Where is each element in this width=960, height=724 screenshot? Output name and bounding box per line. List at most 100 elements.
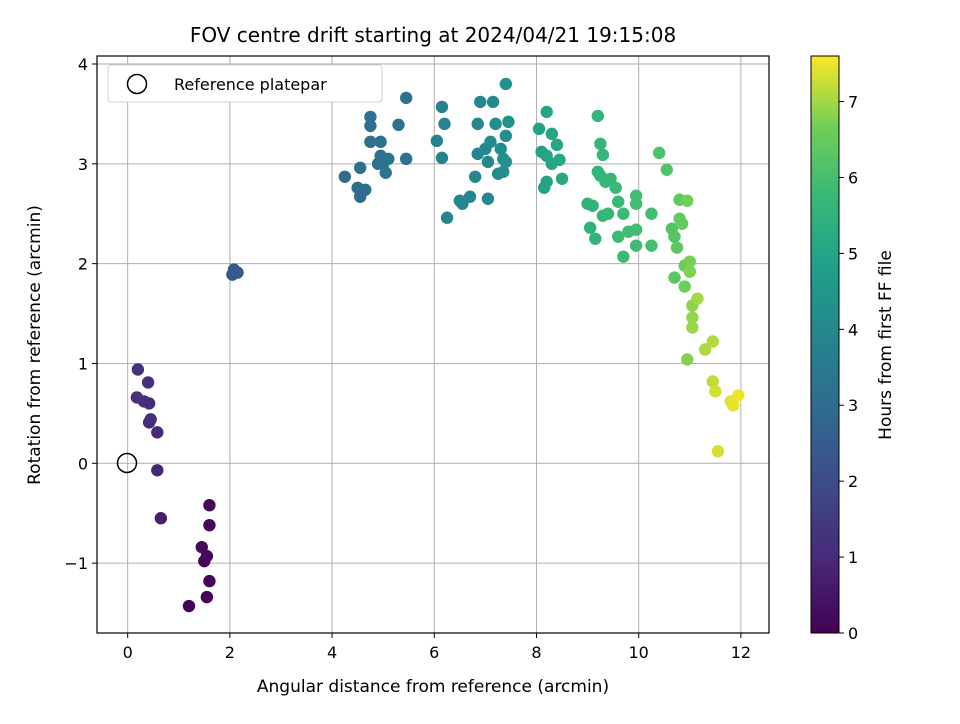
data-point (200, 590, 214, 604)
data-point (617, 250, 630, 263)
data-point (195, 540, 208, 554)
data-point (374, 135, 387, 149)
data-point (499, 129, 513, 143)
data-point (683, 255, 696, 268)
data-point (440, 211, 454, 224)
x-tick-label: 0 (123, 643, 133, 662)
data-point (382, 152, 395, 166)
data-point (540, 175, 553, 188)
data-point (144, 413, 157, 426)
data-point (353, 161, 367, 175)
data-point (589, 232, 602, 245)
colorbar-tick-label: 0 (848, 624, 858, 643)
data-point (604, 172, 617, 185)
data-point (131, 363, 145, 376)
data-point (681, 353, 694, 366)
data-point (497, 165, 510, 178)
data-point (629, 239, 643, 252)
data-point (364, 119, 377, 133)
data-point (617, 207, 630, 220)
x-tick-label: 2 (225, 643, 235, 662)
data-point (203, 518, 216, 532)
data-point (471, 117, 484, 131)
data-point (379, 166, 392, 179)
data-point (227, 263, 241, 276)
colorbar-tick-label: 6 (848, 168, 858, 187)
x-tick-label: 10 (629, 643, 649, 662)
data-point (727, 399, 740, 412)
data-point (392, 118, 405, 132)
data-point (435, 100, 449, 114)
y-axis-label: Rotation from reference (arcmin) (25, 205, 45, 485)
y-tick-label: 0 (78, 454, 88, 473)
data-point (540, 105, 553, 119)
data-point (706, 335, 719, 348)
colorbar-ticks: 0 1 2 3 4 5 6 7 (839, 93, 858, 643)
legend-marker-icon (126, 73, 148, 95)
colorbar-label: Hours from first FF file (876, 250, 896, 440)
data-point (481, 155, 495, 169)
data-point (645, 239, 658, 252)
y-tick-label: 2 (78, 255, 88, 274)
data-point (463, 190, 477, 203)
data-point (660, 163, 673, 177)
chart-title: FOV centre drift starting at 2024/04/21 … (190, 23, 676, 47)
data-point (130, 391, 144, 404)
x-tick-label: 8 (531, 643, 541, 662)
data-point (474, 95, 487, 109)
data-point (686, 321, 699, 334)
data-point (430, 134, 444, 148)
y-tick-label: −1 (64, 554, 88, 573)
data-point (709, 385, 722, 398)
data-point (489, 117, 502, 131)
data-point (681, 194, 694, 207)
data-point (203, 574, 216, 588)
data-point (629, 197, 643, 210)
data-point (652, 146, 666, 160)
data-point (675, 217, 689, 230)
data-point (586, 199, 599, 212)
data-point (359, 183, 372, 196)
colorbar-tick-label: 4 (848, 320, 858, 339)
data-point (545, 127, 559, 141)
data-point (553, 153, 566, 167)
colorbar (810, 55, 840, 634)
y-tick-label: 3 (78, 155, 88, 174)
data-point (591, 109, 605, 123)
reference-platepar-marker (116, 452, 138, 474)
data-point (612, 195, 625, 208)
data-point (670, 241, 684, 254)
data-point (438, 117, 451, 131)
data-points (130, 77, 745, 613)
data-point (668, 271, 681, 284)
data-point (706, 375, 719, 388)
data-point (364, 110, 377, 124)
x-tick-label: 6 (429, 643, 439, 662)
data-point (399, 152, 413, 166)
y-tick-label: 4 (78, 55, 88, 74)
plot-frame (96, 55, 770, 634)
data-point (711, 445, 725, 458)
data-point (609, 181, 622, 194)
colorbar-tick-label: 2 (848, 472, 858, 491)
x-tick-label: 4 (327, 643, 337, 662)
data-point (532, 122, 546, 136)
grid-lines (97, 56, 769, 633)
data-point (499, 77, 513, 91)
data-point (141, 376, 155, 389)
data-point (550, 138, 564, 152)
data-point (499, 155, 513, 169)
data-point (364, 135, 377, 149)
x-axis-ticks: 0 2 4 6 8 10 12 (123, 633, 751, 662)
data-point (732, 389, 745, 402)
data-point (686, 311, 699, 324)
data-point (399, 91, 413, 105)
legend-entry-reference-platepar: Reference platepar (174, 75, 327, 94)
x-axis-label: Angular distance from reference (arcmin) (257, 677, 609, 697)
colorbar-tick-label: 1 (848, 548, 858, 567)
y-axis-ticks: −1 0 1 2 3 4 (64, 55, 97, 573)
data-point (435, 151, 449, 165)
data-point (583, 221, 597, 234)
data-point (151, 464, 164, 477)
